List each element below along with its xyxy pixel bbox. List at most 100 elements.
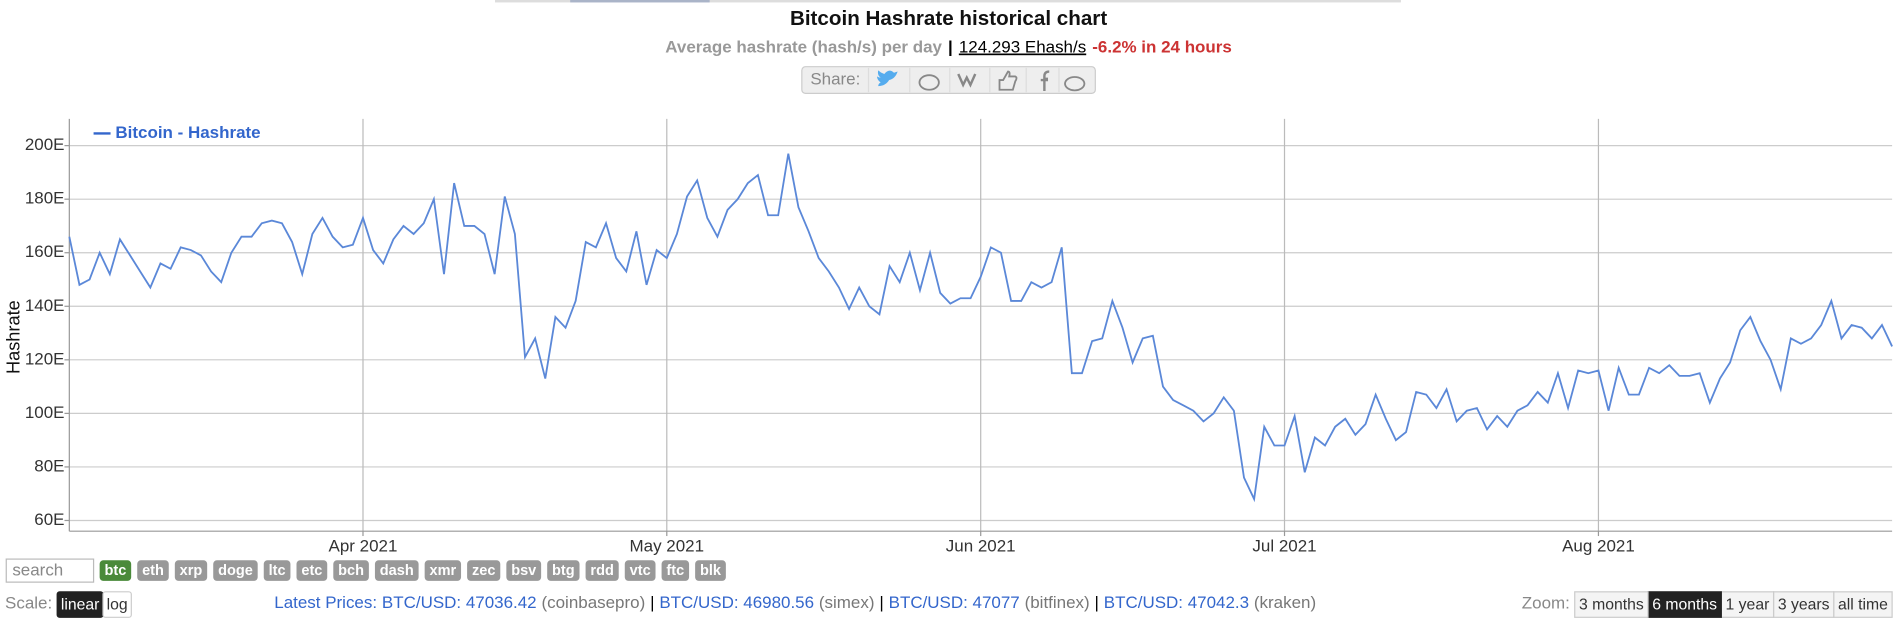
button[interactable]: doge xyxy=(213,560,258,581)
separator: | xyxy=(879,593,883,612)
button-background[interactable] xyxy=(585,560,619,581)
button-background[interactable] xyxy=(213,560,258,581)
price-source: (coinbasepro) xyxy=(541,593,645,612)
button-background[interactable] xyxy=(102,591,132,618)
button-label[interactable]: log xyxy=(107,596,128,613)
x-tick-label: Aug 2021 xyxy=(1562,536,1635,555)
y-tick-label: 80E xyxy=(34,456,64,475)
button-background[interactable] xyxy=(695,560,726,581)
button[interactable]: xrp xyxy=(174,560,208,581)
button[interactable]: ltc xyxy=(263,560,291,581)
button[interactable]: dash xyxy=(374,560,419,581)
zoom-label: Zoom: xyxy=(1522,593,1570,612)
button[interactable]: 3 years xyxy=(1772,591,1835,618)
button[interactable]: rdd xyxy=(585,560,619,581)
button-label[interactable]: 6 months xyxy=(1652,596,1717,613)
button-background[interactable] xyxy=(1574,591,1649,618)
search-input[interactable] xyxy=(5,558,95,583)
button-label[interactable]: 3 years xyxy=(1778,596,1830,613)
twitter-icon[interactable] xyxy=(877,70,898,87)
button-label[interactable]: zec xyxy=(472,563,495,579)
button-background[interactable] xyxy=(624,560,656,581)
button[interactable]: log xyxy=(102,591,132,618)
button-label[interactable]: all time xyxy=(1838,596,1888,613)
button[interactable]: blk xyxy=(695,560,726,581)
button-label[interactable]: btc xyxy=(104,563,126,579)
separator: | xyxy=(1095,593,1099,612)
button-label[interactable]: blk xyxy=(700,563,722,579)
button-label[interactable]: linear xyxy=(61,596,100,613)
like-icon[interactable] xyxy=(998,70,1018,91)
legend-background xyxy=(85,122,273,145)
button[interactable]: btg xyxy=(547,560,580,581)
button[interactable]: xmr xyxy=(424,560,462,581)
button[interactable]: eth xyxy=(137,560,169,581)
button-label[interactable]: doge xyxy=(218,563,253,579)
y-tick-label: 60E xyxy=(34,510,64,529)
price: BTC/USD: 47042.3 xyxy=(1104,593,1249,612)
button[interactable]: bsv xyxy=(506,560,542,581)
button-background[interactable] xyxy=(1772,591,1835,618)
button[interactable]: vtc xyxy=(624,560,656,581)
button-label[interactable]: ftc xyxy=(666,563,684,579)
button[interactable]: bch xyxy=(333,560,369,581)
y-tick-label: 120E xyxy=(25,349,65,368)
button[interactable]: 6 months xyxy=(1647,591,1722,618)
button[interactable]: btc xyxy=(99,560,132,581)
button-background[interactable] xyxy=(1720,591,1775,618)
plot: 60E 80E 100E 120E 140E 160E 180E 200E Apr 2021 Ma… xyxy=(4,118,1893,555)
button-label[interactable]: xmr xyxy=(430,563,457,579)
separator: | xyxy=(948,38,953,57)
coin-buttons: btc eth xrp doge ltc etc bch dash xmr zec bsv btg rd… xyxy=(99,560,726,581)
vk-icon[interactable] xyxy=(957,73,977,88)
button-background[interactable] xyxy=(99,560,132,581)
price: BTC/USD: 47077 xyxy=(889,593,1020,612)
button[interactable]: ftc xyxy=(661,560,690,581)
scale-buttons: linear log xyxy=(56,591,132,618)
button[interactable]: zec xyxy=(467,560,501,581)
button-background[interactable] xyxy=(333,560,369,581)
button-label[interactable]: etc xyxy=(301,563,322,579)
top-scrollbar xyxy=(495,0,1401,3)
button-label[interactable]: xrp xyxy=(180,563,203,579)
reddit-icon[interactable] xyxy=(918,74,940,91)
button-label[interactable]: ltc xyxy=(269,563,286,579)
share-icons[interactable] xyxy=(867,67,1086,93)
hashrate-change: -6.2% in 24 hours xyxy=(1092,38,1232,57)
button-background[interactable] xyxy=(263,560,291,581)
button-label[interactable]: 1 year xyxy=(1726,596,1770,613)
button-background[interactable] xyxy=(547,560,580,581)
button-background[interactable] xyxy=(1647,591,1722,618)
button-background[interactable] xyxy=(137,560,169,581)
button-background[interactable] xyxy=(374,560,419,581)
button-background[interactable] xyxy=(424,560,462,581)
button-label[interactable]: 3 months xyxy=(1579,596,1644,613)
button-background[interactable] xyxy=(506,560,542,581)
button-background[interactable] xyxy=(467,560,501,581)
price-source: (simex) xyxy=(819,593,875,612)
button-label[interactable]: rdd xyxy=(590,563,613,579)
button-label[interactable]: bch xyxy=(338,563,364,579)
facebook-icon[interactable] xyxy=(1040,70,1050,91)
legend-label: Bitcoin - Hashrate xyxy=(115,123,260,142)
button-background[interactable] xyxy=(296,560,328,581)
price: BTC/USD: 47036.42 xyxy=(382,593,537,612)
y-tick-label: 180E xyxy=(25,189,65,208)
button[interactable]: linear xyxy=(56,591,104,618)
button[interactable]: etc xyxy=(296,560,328,581)
button[interactable]: all time xyxy=(1833,591,1893,618)
button-label[interactable]: dash xyxy=(380,563,414,579)
button-label[interactable]: eth xyxy=(142,563,164,579)
button-label[interactable]: bsv xyxy=(511,563,537,579)
button-label[interactable]: btg xyxy=(552,563,575,579)
button-background[interactable] xyxy=(174,560,208,581)
button[interactable]: 1 year xyxy=(1720,591,1775,618)
button[interactable]: 3 months xyxy=(1574,591,1649,618)
x-tick-label: Jun 2021 xyxy=(946,536,1016,555)
share-box xyxy=(801,66,1096,94)
weibo-icon[interactable] xyxy=(1064,76,1086,92)
button-label[interactable]: vtc xyxy=(630,563,651,579)
button-background[interactable] xyxy=(661,560,690,581)
